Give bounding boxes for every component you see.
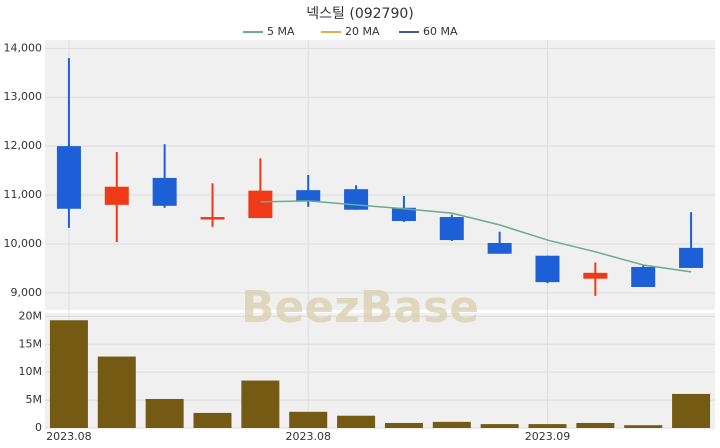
candle-body [152, 177, 177, 206]
y-tick-label: 11,000 [4, 188, 43, 201]
volume-bar [672, 393, 711, 428]
candle-body [487, 242, 512, 254]
volume-bar [384, 422, 423, 428]
y-tick-label: 20M [19, 309, 43, 322]
volume-bar [289, 411, 328, 428]
candle-body [248, 190, 273, 219]
candle-body [679, 247, 704, 268]
candle-body [583, 272, 608, 279]
y-tick-label: 0 [35, 421, 42, 434]
watermark: BeezBase [241, 282, 479, 333]
y-tick-label: 15M [19, 337, 43, 350]
volume-bar [97, 356, 136, 428]
volume-bar [624, 425, 663, 428]
x-tick-label: 2023.09 [525, 430, 571, 443]
candle-body [200, 217, 225, 220]
volume-bar [432, 421, 471, 428]
volume-bar [528, 424, 567, 428]
candle-body [56, 146, 81, 209]
volume-bar [145, 398, 184, 428]
candle-body [296, 190, 321, 201]
candle-body [631, 266, 656, 288]
y-tick-label: 9,000 [11, 286, 43, 299]
candle-body [391, 207, 416, 221]
legend-label: 20 MA [345, 25, 380, 38]
y-tick-label: 10,000 [4, 237, 43, 250]
volume-bar [337, 415, 376, 428]
x-tick-label: 2023.08 [285, 430, 331, 443]
chart-title: 넥스틸 (092790) [306, 6, 413, 22]
candle-body [344, 189, 369, 210]
y-tick-label: 5M [26, 393, 43, 406]
x-tick-label: 2023.08 [46, 430, 92, 443]
volume-bar [480, 424, 519, 428]
candle-body [104, 186, 129, 205]
volume-bar [193, 412, 232, 428]
candle-body [439, 217, 464, 241]
volume-bar [49, 320, 88, 428]
ma-line [260, 200, 692, 273]
legend-label: 5 MA [267, 25, 295, 38]
legend-label: 60 MA [423, 25, 458, 38]
price-panel [45, 40, 715, 310]
y-tick-label: 12,000 [4, 139, 43, 152]
volume-bar [241, 380, 280, 428]
y-tick-label: 14,000 [4, 41, 43, 54]
y-tick-label: 13,000 [4, 90, 43, 103]
volume-bar [576, 422, 615, 428]
candle-body [535, 255, 560, 283]
y-tick-label: 10M [19, 365, 43, 378]
